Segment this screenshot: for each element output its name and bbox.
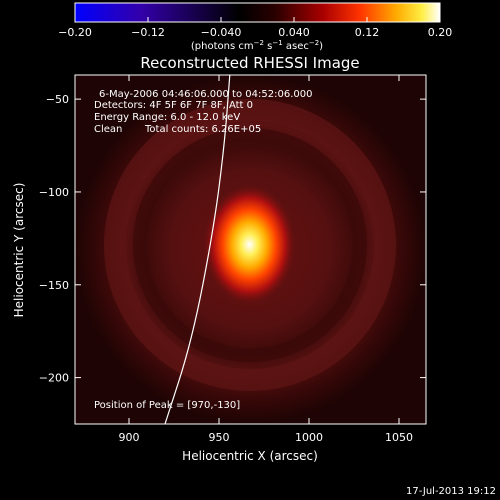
ring-gap <box>133 128 367 362</box>
chart-title: Reconstructed RHESSI Image <box>140 54 359 72</box>
inner-ring <box>104 99 396 391</box>
colorbar-tick-label: −0.20 <box>58 26 92 39</box>
annotation-total-counts: Total counts: 6.26E+05 <box>144 124 261 135</box>
x-axis-title: Heliocentric X (arcsec) <box>182 449 318 463</box>
annotation-clean: Clean <box>94 124 122 135</box>
y-tick-label: −200 <box>39 372 69 385</box>
heatmap-image <box>75 75 426 424</box>
source-core <box>203 184 296 305</box>
solar-limb-curve <box>164 75 231 424</box>
colorbar-units: (photons cm−2 s−1 asec−2) <box>191 39 323 52</box>
colorbar-tick-label: 0.20 <box>428 26 453 39</box>
footer-timestamp: 17-Jul-2013 19:12 <box>406 486 496 497</box>
colorbar-tick-label: 0.040 <box>278 26 310 39</box>
y-axis-title: Heliocentric Y (arcsec) <box>12 183 26 318</box>
annotation-peak-position: Position of Peak = [970,-130] <box>94 400 240 411</box>
colorbar-ticks: −0.20 −0.12 −0.040 0.040 0.12 0.20 <box>58 17 452 39</box>
x-tick-label: 950 <box>209 431 230 444</box>
colorbar-tick-label: −0.12 <box>131 26 165 39</box>
x-axis: 900 950 1000 1050 <box>119 75 413 444</box>
annotation-detectors: Detectors: 4F 5F 6F 7F 8F, Att 0 <box>94 100 253 111</box>
annotation-time-range: 6-May-2006 04:46:06.000 to 04:52:06.000 <box>99 89 312 100</box>
y-axis: −50 −100 −150 −200 <box>39 93 426 385</box>
y-tick-label: −50 <box>46 93 69 106</box>
colorbar: −0.20 −0.12 −0.040 0.040 0.12 0.20 (photons c… <box>58 2 452 52</box>
plot-frame <box>74 74 427 425</box>
x-tick-label: 1000 <box>295 431 323 444</box>
x-tick-label: 1050 <box>385 431 413 444</box>
x-tick-label: 900 <box>119 431 140 444</box>
annotation-energy: Energy Range: 6.0 - 12.0 keV <box>94 112 240 123</box>
y-tick-label: −150 <box>39 279 69 292</box>
colorbar-gradient <box>74 2 441 23</box>
colorbar-tick-label: −0.040 <box>201 26 242 39</box>
colorbar-tick-label: 0.12 <box>355 26 380 39</box>
y-tick-label: −100 <box>39 186 69 199</box>
